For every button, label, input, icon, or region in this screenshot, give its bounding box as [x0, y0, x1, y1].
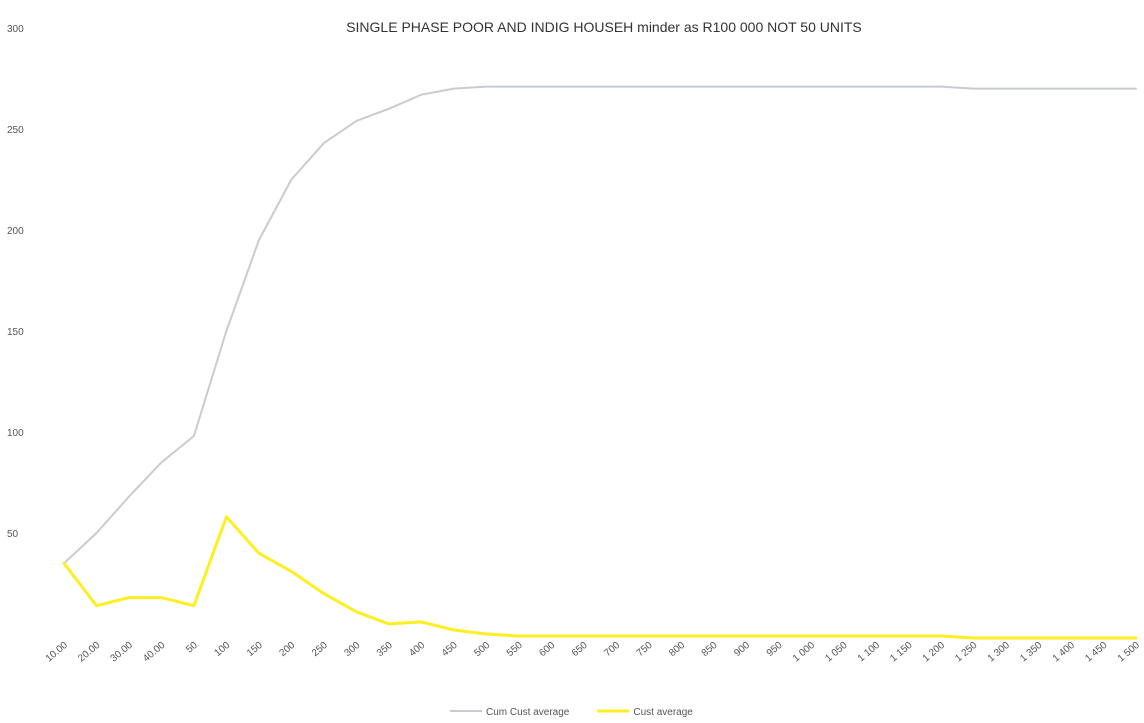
x-tick-label: 500 — [472, 640, 492, 659]
x-tick-label: 1 050 — [823, 640, 850, 665]
x-tick-label: 1 000 — [791, 640, 818, 665]
x-tick-label: 1 450 — [1083, 640, 1110, 665]
y-tick-label: 250 — [7, 125, 24, 136]
x-tick-label: 200 — [277, 640, 297, 659]
x-tick-label: 1 100 — [856, 640, 883, 665]
y-tick-label: 300 — [7, 24, 24, 35]
x-tick-label: 50 — [184, 640, 200, 656]
x-tick-label: 30.00 — [109, 640, 136, 665]
x-tick-label: 1 300 — [986, 640, 1013, 665]
x-tick-label: 300 — [342, 640, 362, 659]
x-tick-label: 20.00 — [76, 640, 103, 665]
series-layer — [62, 85, 1138, 640]
x-tick-label: 750 — [635, 640, 655, 659]
y-tick-label: 50 — [7, 529, 19, 540]
y-tick-label: 200 — [7, 226, 24, 237]
x-axis: 10.00 20.00 30.00 40.00 50 100 150 200 250 300 350… — [44, 640, 1143, 665]
y-tick-label: 150 — [7, 327, 24, 338]
x-tick-label: 350 — [375, 640, 395, 659]
x-tick-label: 700 — [602, 640, 622, 659]
x-tick-label: 1 150 — [888, 640, 915, 665]
legend-label: Cum Cust average — [486, 707, 570, 718]
x-tick-label: 550 — [505, 640, 525, 659]
x-tick-label: 150 — [245, 640, 265, 659]
x-tick-label: 650 — [570, 640, 590, 659]
x-tick-label: 900 — [732, 640, 752, 659]
series-line-cust-average — [62, 515, 1138, 640]
series-line-cum-cust-average — [63, 85, 1137, 565]
y-axis: 50 100 150 200 250 300 — [7, 24, 24, 540]
x-tick-label: 450 — [440, 640, 460, 659]
x-tick-label: 1 200 — [921, 640, 948, 665]
legend: Cum Cust average Cust average — [450, 707, 693, 718]
x-tick-label: 950 — [765, 640, 785, 659]
chart-title: SINGLE PHASE POOR AND INDIG HOUSEH minde… — [346, 19, 862, 35]
x-tick-label: 1 250 — [953, 640, 980, 665]
x-tick-label: 400 — [407, 640, 427, 659]
x-tick-label: 250 — [310, 640, 330, 659]
x-tick-label: 850 — [700, 640, 720, 659]
legend-label: Cust average — [633, 707, 693, 718]
x-tick-label: 800 — [667, 640, 687, 659]
x-tick-label: 100 — [212, 640, 232, 659]
y-tick-label: 100 — [7, 428, 24, 439]
x-tick-label: 40.00 — [141, 640, 168, 665]
x-tick-label: 1 500 — [1116, 640, 1143, 665]
x-tick-label: 1 400 — [1051, 640, 1078, 665]
x-tick-label: 10.00 — [44, 640, 71, 665]
x-tick-label: 600 — [537, 640, 557, 659]
x-tick-label: 1 350 — [1018, 640, 1045, 665]
